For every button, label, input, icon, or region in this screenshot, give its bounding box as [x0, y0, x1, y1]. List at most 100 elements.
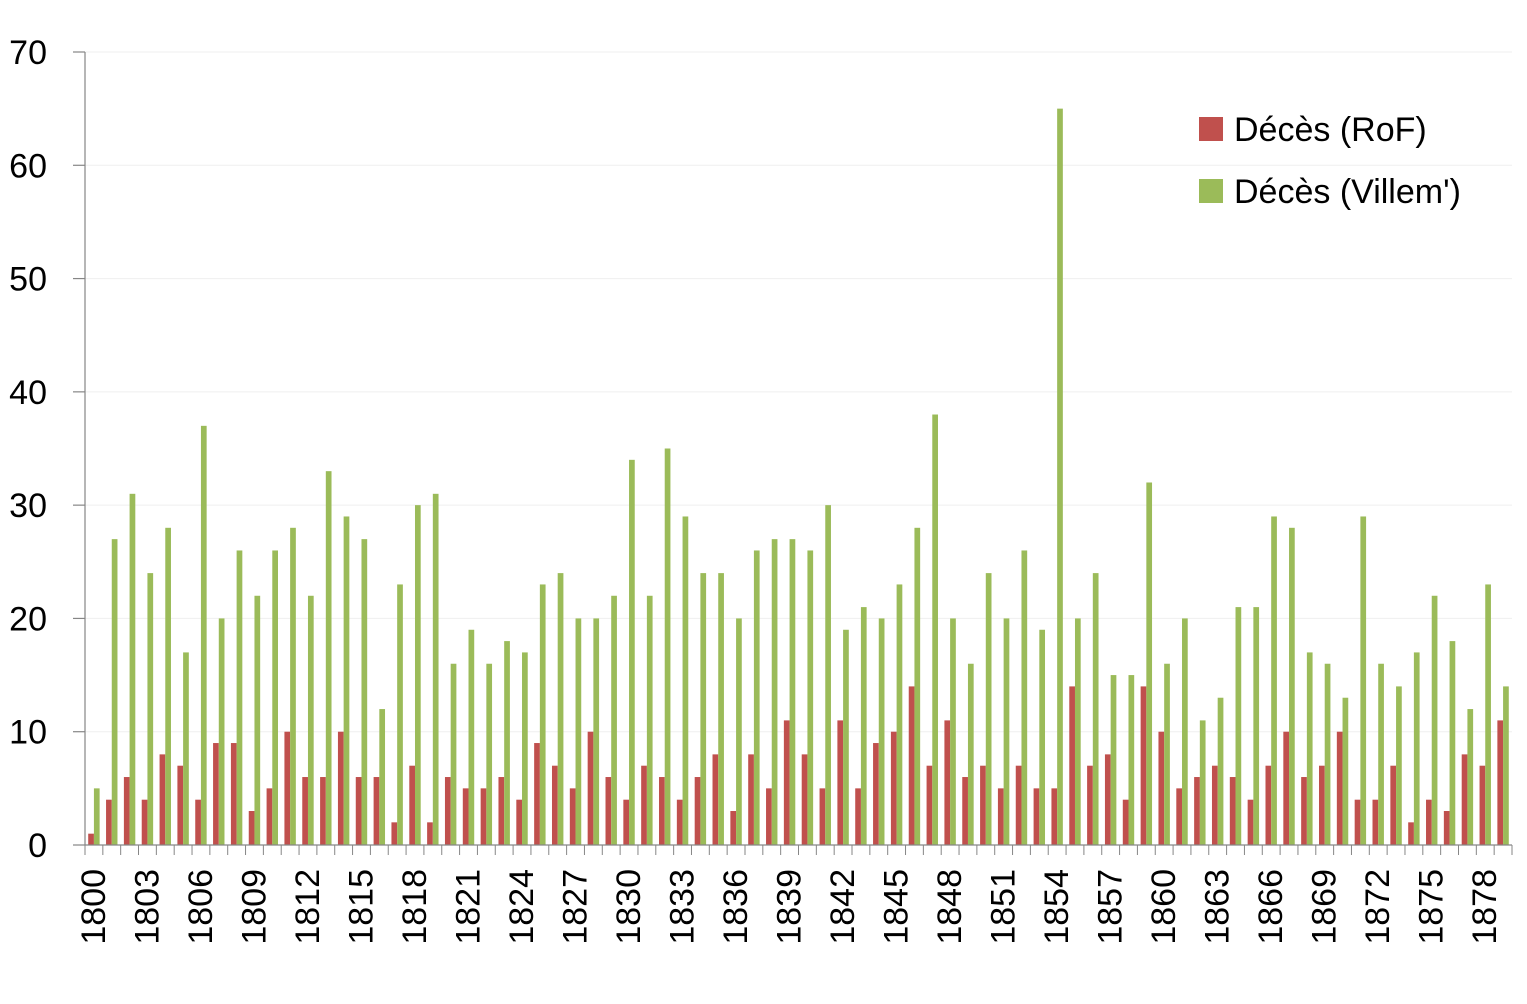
- bar-villem-1822: [486, 663, 493, 845]
- bar-rof-1829: [605, 777, 612, 845]
- bar-rof-1860: [1158, 731, 1165, 845]
- bar-villem-1824: [522, 652, 528, 845]
- bar-villem-1846: [914, 527, 921, 845]
- bar-villem-1809: [254, 595, 261, 845]
- bar-rof-1879: [1497, 720, 1504, 845]
- y-tick-label: 50: [9, 261, 47, 299]
- bar-rof-1872: [1372, 799, 1379, 845]
- bar-villem-1815: [361, 539, 368, 845]
- bar-villem-1844: [878, 618, 885, 845]
- bar-rof-1831: [641, 765, 647, 845]
- y-tick-label: 30: [9, 487, 47, 525]
- bar-rof-1862: [1194, 777, 1200, 845]
- bar-rof-1867: [1283, 731, 1290, 845]
- bar-villem-1817: [397, 584, 403, 845]
- bar-rof-1801: [106, 799, 112, 845]
- bar-rof-1814: [337, 731, 344, 845]
- bar-rof-1818: [409, 765, 415, 845]
- bar-rof-1855: [1069, 686, 1075, 845]
- x-tick-label: 1866: [1252, 869, 1290, 945]
- bar-villem-1847: [932, 414, 938, 845]
- bar-villem-1841: [825, 505, 831, 845]
- bar-villem-1820: [450, 663, 457, 845]
- bar-rof-1827: [569, 788, 576, 845]
- x-tick-label: 1806: [182, 869, 220, 945]
- bar-villem-1839: [789, 539, 796, 845]
- bar-rof-1857: [1104, 754, 1111, 845]
- bar-rof-1820: [444, 777, 451, 845]
- bar-rof-1853: [1033, 788, 1040, 845]
- bar-rof-1828: [587, 731, 594, 845]
- bar-villem-1840: [807, 550, 814, 845]
- bar-rof-1864: [1229, 777, 1236, 845]
- bar-villem-1879: [1503, 686, 1509, 845]
- y-tick-label: 60: [9, 147, 47, 185]
- bar-villem-1816: [379, 709, 386, 845]
- bar-rof-1848: [944, 720, 951, 845]
- bar-rof-1806: [195, 799, 201, 845]
- bar-villem-1814: [343, 516, 350, 845]
- y-tick-label: 70: [9, 34, 47, 72]
- x-tick-label: 1851: [985, 869, 1023, 945]
- bar-rof-1813: [320, 777, 326, 845]
- bar-villem-1866: [1271, 516, 1277, 845]
- x-tick-label: 1824: [503, 869, 541, 945]
- bar-rof-1856: [1087, 765, 1093, 845]
- bar-rof-1807: [213, 743, 219, 845]
- bar-rof-1826: [551, 765, 558, 845]
- bar-villem-1843: [860, 607, 867, 845]
- bar-villem-1826: [557, 573, 564, 845]
- bar-rof-1876: [1443, 811, 1450, 845]
- bar-villem-1863: [1217, 697, 1224, 845]
- bar-villem-1801: [111, 539, 118, 845]
- x-tick-label: 1842: [824, 869, 862, 945]
- x-tick-label: 1839: [771, 869, 809, 945]
- legend-swatch-villem: [1199, 179, 1223, 203]
- bar-villem-1830: [629, 459, 635, 845]
- bar-rof-1850: [980, 765, 986, 845]
- bar-villem-1869: [1324, 663, 1331, 845]
- bar-villem-1800: [93, 788, 100, 845]
- bar-villem-1842: [843, 629, 849, 845]
- bar-villem-1804: [165, 527, 171, 845]
- bar-villem-1812: [307, 595, 314, 845]
- bar-villem-1867: [1289, 527, 1295, 845]
- bar-rof-1832: [659, 777, 665, 845]
- bar-rof-1835: [712, 754, 719, 845]
- bar-villem-1870: [1342, 697, 1349, 845]
- bar-rof-1866: [1265, 765, 1272, 845]
- x-tick-label: 1854: [1038, 869, 1076, 945]
- x-tick-label: 1863: [1199, 869, 1237, 945]
- bar-villem-1825: [539, 584, 546, 845]
- bar-rof-1811: [284, 731, 291, 845]
- bar-villem-1807: [218, 618, 225, 845]
- bar-villem-1852: [1021, 550, 1028, 845]
- bar-rof-1874: [1408, 822, 1414, 845]
- x-tick-label: 1848: [931, 869, 969, 945]
- bar-rof-1809: [248, 811, 255, 845]
- bar-rof-1875: [1426, 799, 1432, 845]
- y-tick-label: 20: [9, 600, 47, 638]
- bar-rof-1858: [1122, 799, 1129, 845]
- x-tick-label: 1809: [235, 869, 273, 945]
- bar-rof-1810: [266, 788, 273, 845]
- bar-rof-1803: [141, 799, 148, 845]
- bar-villem-1805: [183, 652, 189, 845]
- x-tick-label: 1860: [1145, 869, 1183, 945]
- y-tick-label: 10: [9, 714, 47, 752]
- bars: [88, 108, 1509, 845]
- bar-rof-1805: [177, 765, 184, 845]
- bar-villem-1821: [468, 629, 475, 845]
- bar-villem-1810: [272, 550, 278, 845]
- x-tick-label: 1827: [557, 869, 595, 945]
- legend-label-rof: Décès (RoF): [1234, 111, 1427, 149]
- x-tick-label: 1875: [1413, 869, 1451, 945]
- x-tick-label: 1872: [1359, 869, 1397, 945]
- bar-villem-1835: [718, 573, 724, 845]
- bar-villem-1811: [290, 527, 296, 845]
- bar-villem-1849: [967, 663, 974, 845]
- bar-villem-1876: [1449, 641, 1456, 845]
- bar-villem-1818: [414, 505, 421, 845]
- bar-rof-1812: [302, 777, 308, 845]
- bar-rof-1844: [873, 743, 879, 845]
